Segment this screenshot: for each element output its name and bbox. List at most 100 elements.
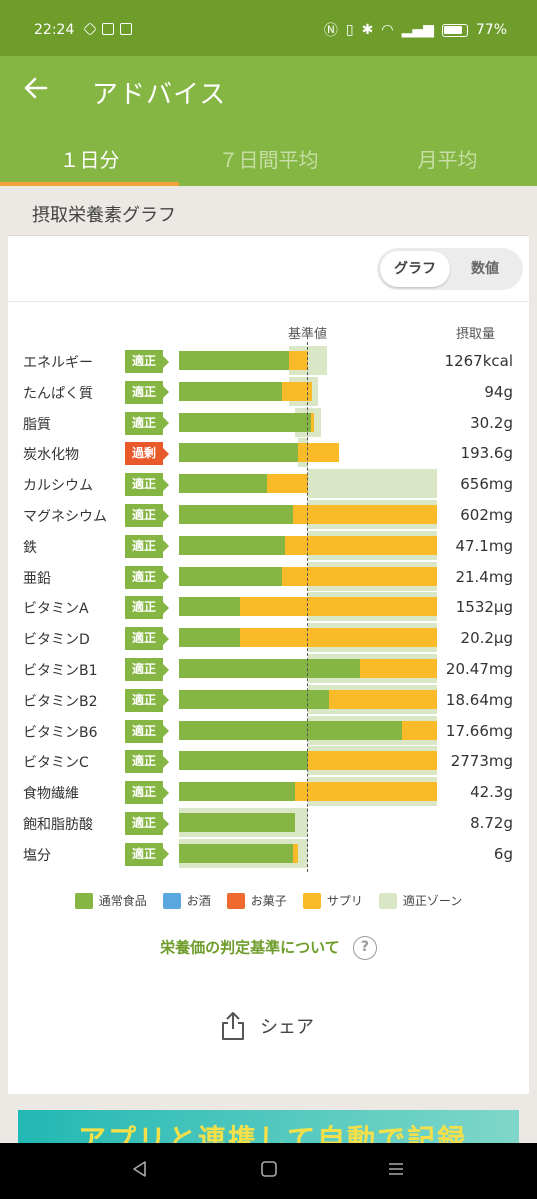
back-arrow-icon[interactable] (22, 74, 50, 102)
supplement-bar (239, 628, 437, 648)
food-bar (179, 474, 267, 494)
food-bar (179, 720, 403, 740)
supplement-bar (310, 412, 315, 432)
food-bar (179, 351, 289, 370)
notification-icons (83, 22, 132, 36)
nutrient-name: ビタミンD (23, 632, 90, 649)
share-label: シェア (260, 1017, 314, 1038)
food-bar (179, 813, 296, 832)
legend-swatch (162, 892, 181, 909)
intake-value: 17.66mg (445, 721, 513, 740)
intake-value: 656mg (460, 475, 513, 494)
intake-value: 42.3g (470, 783, 513, 802)
nutrient-row: ビタミンD 適正 20.2µg (8, 623, 529, 654)
supplement-bar (288, 351, 308, 370)
signal-icon: ▂▄▆ (401, 22, 434, 38)
nutrient-row: 脂質 適正 30.2g (8, 407, 529, 439)
status-bar: 22:24 Ⓝ ▯ ✱ ◠ ▂▄▆ 77% (0, 0, 537, 56)
nav-menu-icon[interactable] (386, 1159, 406, 1179)
nutrient-name: 鉄 (23, 539, 37, 556)
intake-value: 20.2µg (460, 629, 513, 648)
supplement-bar (266, 474, 308, 494)
intake-value: 18.64mg (445, 690, 513, 709)
nutrient-name: たんぱく質 (23, 385, 93, 402)
nutrient-name: 食物繊維 (23, 786, 79, 803)
nutrient-row: マグネシウム 適正 602mg (8, 500, 529, 531)
legend-swatch (302, 892, 321, 909)
legend-item: 適正ゾーン (378, 892, 462, 909)
nutrient-row: 塩分 適正 6g (8, 838, 529, 870)
card-title: 摂取栄養素グラフ (32, 205, 176, 226)
legend-swatch (378, 892, 397, 909)
period-tabs: １日分 ７日間平均 月平均 (0, 128, 537, 186)
battery-percent: 77% (475, 22, 507, 38)
status-badge: 適正 (125, 781, 169, 805)
nutrient-row: 鉄 適正 47.1mg (8, 530, 529, 562)
status-badge: 過剰 (125, 442, 169, 466)
nav-home-icon[interactable] (259, 1159, 279, 1179)
food-bar (179, 843, 293, 863)
app-bar: アドバイス (0, 56, 537, 128)
intake-value: 1267kcal (444, 352, 513, 370)
legend-item: お菓子 (226, 892, 287, 909)
intake-value: 30.2g (470, 413, 513, 432)
nutrient-name: ビタミンB2 (23, 693, 98, 710)
intake-value: 20.47mg (445, 660, 513, 678)
tab-seven-day-average[interactable]: ７日間平均 (218, 148, 319, 172)
criteria-link-text[interactable]: 栄養価の判定基準について (160, 938, 340, 957)
status-badge: 適正 (125, 534, 169, 558)
vibrate-icon: ▯ (345, 22, 354, 38)
legend-label: 通常食品 (98, 894, 147, 908)
supplement-bar (328, 689, 437, 709)
supplement-bar (308, 751, 437, 771)
nav-back-icon[interactable] (130, 1159, 150, 1179)
nutrient-name: ビタミンC (23, 755, 89, 772)
status-badge: 適正 (125, 688, 169, 712)
wifi-icon: ◠ (381, 22, 394, 38)
legend-label: サプリ (326, 894, 363, 908)
nutrient-row: 亜鉛 適正 21.4mg (8, 561, 529, 593)
supplement-bar (292, 843, 298, 863)
intake-value: 21.4mg (455, 567, 513, 586)
intake-value: 193.6g (460, 444, 513, 463)
food-bar (179, 566, 283, 586)
toggle-graph[interactable]: グラフ (380, 251, 450, 287)
share-button[interactable]: シェア (220, 1011, 314, 1041)
supplement-bar (295, 782, 437, 802)
tab-one-day[interactable]: １日分 (0, 128, 179, 186)
status-badge: 適正 (125, 473, 169, 497)
status-badge: 適正 (125, 504, 169, 527)
divider (8, 301, 529, 302)
help-icon[interactable]: ? (352, 936, 377, 960)
supplement-bar (292, 505, 437, 524)
nutrient-name: 飽和脂肪酸 (23, 817, 93, 833)
status-badge: 適正 (125, 565, 169, 589)
food-bar (179, 782, 296, 802)
supplement-bar (282, 566, 437, 586)
intake-value: 47.1mg (455, 536, 513, 555)
nutrient-row: ビタミンC 適正 2773mg (8, 746, 529, 777)
food-bar (179, 443, 298, 463)
intake-value: 2773mg (450, 752, 513, 771)
nutrient-name: 亜鉛 (23, 570, 51, 587)
food-bar (179, 597, 240, 617)
legend-item: サプリ (302, 892, 363, 909)
intake-value: 94g (484, 382, 513, 401)
edit-notification-icon-2 (120, 23, 132, 35)
legend-item: お酒 (162, 892, 211, 909)
criteria-link[interactable]: 栄養価の判定基準について ? (8, 936, 529, 960)
toggle-numeric[interactable]: 数値 (471, 261, 499, 277)
legend-label: お酒 (186, 894, 211, 908)
app-notification-icon (83, 22, 97, 36)
status-badge: 適正 (125, 658, 169, 681)
nutrient-name: 炭水化物 (23, 447, 79, 464)
nutrient-name: エネルギー (23, 355, 93, 371)
nutrient-row: エネルギー 適正 1267kcal (8, 346, 529, 377)
nutrient-row: カルシウム 適正 656mg (8, 469, 529, 500)
nutrient-name: 塩分 (23, 847, 51, 864)
nutrient-row: ビタミンB1 適正 20.47mg (8, 654, 529, 685)
tab-monthly-average[interactable]: 月平均 (417, 148, 478, 172)
supplement-bar (359, 659, 437, 678)
supplement-bar (297, 443, 339, 463)
card-header: 摂取栄養素グラフ (8, 186, 529, 236)
